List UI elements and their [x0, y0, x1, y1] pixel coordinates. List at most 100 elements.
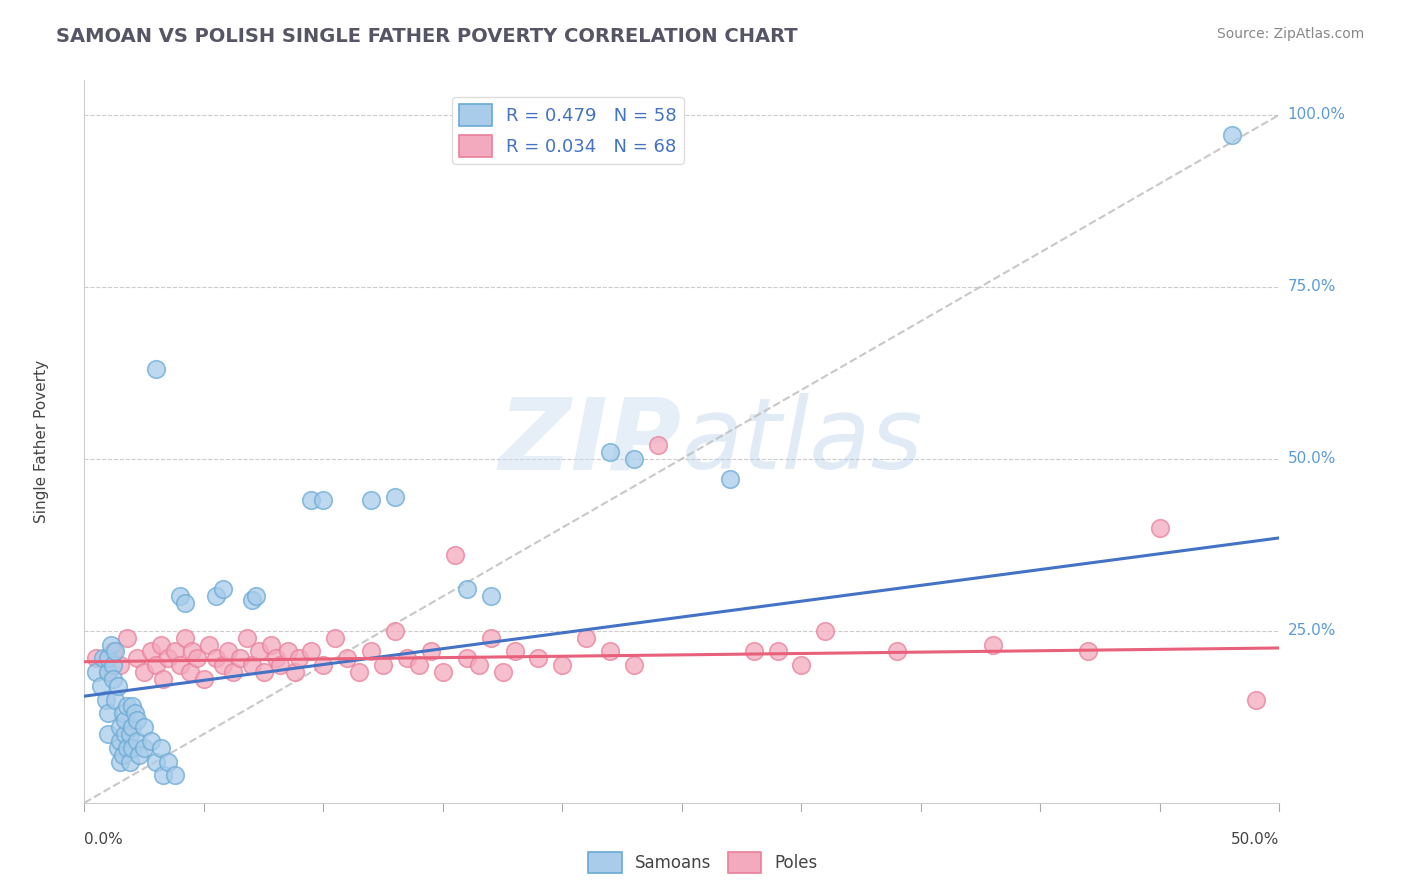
- Point: [479, 590, 502, 604]
- Point: [229, 651, 252, 665]
- Point: [173, 631, 195, 645]
- Point: [623, 658, 645, 673]
- Point: [205, 651, 228, 665]
- Text: atlas: atlas: [682, 393, 924, 490]
- Point: [97, 665, 120, 679]
- Point: [599, 445, 621, 459]
- Point: [104, 644, 127, 658]
- Point: [110, 755, 132, 769]
- Point: [432, 665, 454, 679]
- Point: [981, 638, 1004, 652]
- Point: [165, 644, 187, 658]
- Point: [1149, 520, 1171, 534]
- Point: [647, 438, 669, 452]
- Text: 50.0%: 50.0%: [1232, 831, 1279, 847]
- Point: [118, 755, 141, 769]
- Point: [114, 713, 136, 727]
- Point: [205, 590, 228, 604]
- Point: [301, 644, 323, 658]
- Point: [110, 720, 132, 734]
- Point: [149, 740, 172, 755]
- Point: [169, 590, 191, 604]
- Point: [360, 644, 382, 658]
- Point: [479, 631, 502, 645]
- Point: [1220, 128, 1243, 143]
- Point: [117, 699, 139, 714]
- Point: [141, 734, 163, 748]
- Text: 50.0%: 50.0%: [1288, 451, 1336, 467]
- Point: [575, 631, 598, 645]
- Point: [312, 658, 335, 673]
- Point: [277, 644, 299, 658]
- Point: [125, 651, 148, 665]
- Point: [121, 720, 143, 734]
- Point: [145, 658, 167, 673]
- Point: [269, 658, 291, 673]
- Point: [468, 658, 491, 673]
- Point: [288, 651, 311, 665]
- Text: SAMOAN VS POLISH SINGLE FATHER POVERTY CORRELATION CHART: SAMOAN VS POLISH SINGLE FATHER POVERTY C…: [56, 27, 797, 45]
- Text: Source: ZipAtlas.com: Source: ZipAtlas.com: [1216, 27, 1364, 41]
- Point: [456, 582, 478, 597]
- Point: [1077, 644, 1099, 658]
- Point: [217, 644, 239, 658]
- Point: [766, 644, 789, 658]
- Point: [152, 768, 174, 782]
- Point: [301, 493, 323, 508]
- Text: Single Father Poverty: Single Father Poverty: [34, 360, 48, 523]
- Point: [193, 672, 215, 686]
- Point: [125, 713, 148, 727]
- Point: [124, 706, 146, 721]
- Point: [101, 658, 124, 673]
- Point: [503, 644, 526, 658]
- Point: [312, 493, 335, 508]
- Point: [181, 644, 204, 658]
- Point: [117, 631, 139, 645]
- Legend: Samoans, Poles: Samoans, Poles: [582, 846, 824, 880]
- Point: [100, 638, 122, 652]
- Point: [157, 755, 180, 769]
- Point: [240, 658, 263, 673]
- Point: [360, 493, 382, 508]
- Text: ZIP: ZIP: [499, 393, 682, 490]
- Point: [284, 665, 307, 679]
- Point: [551, 658, 574, 673]
- Point: [264, 651, 287, 665]
- Text: 0.0%: 0.0%: [84, 831, 124, 847]
- Point: [132, 665, 156, 679]
- Point: [128, 747, 150, 762]
- Point: [245, 590, 267, 604]
- Point: [121, 740, 143, 755]
- Point: [253, 665, 276, 679]
- Point: [384, 490, 406, 504]
- Point: [623, 451, 645, 466]
- Point: [94, 692, 117, 706]
- Point: [118, 727, 141, 741]
- Point: [145, 362, 167, 376]
- Text: 25.0%: 25.0%: [1288, 624, 1336, 639]
- Point: [212, 582, 235, 597]
- Point: [101, 672, 124, 686]
- Point: [97, 665, 120, 679]
- Point: [814, 624, 837, 638]
- Point: [101, 644, 124, 658]
- Point: [157, 651, 180, 665]
- Point: [86, 665, 108, 679]
- Point: [197, 638, 219, 652]
- Point: [718, 472, 741, 486]
- Point: [179, 665, 201, 679]
- Point: [420, 644, 443, 658]
- Point: [186, 651, 208, 665]
- Legend: R = 0.479   N = 58, R = 0.034   N = 68: R = 0.479 N = 58, R = 0.034 N = 68: [451, 96, 683, 164]
- Point: [236, 631, 259, 645]
- Text: 75.0%: 75.0%: [1288, 279, 1336, 294]
- Point: [349, 665, 371, 679]
- Point: [221, 665, 243, 679]
- Point: [152, 672, 174, 686]
- Point: [107, 740, 129, 755]
- Point: [173, 596, 195, 610]
- Point: [384, 624, 406, 638]
- Point: [527, 651, 550, 665]
- Point: [165, 768, 187, 782]
- Point: [145, 755, 167, 769]
